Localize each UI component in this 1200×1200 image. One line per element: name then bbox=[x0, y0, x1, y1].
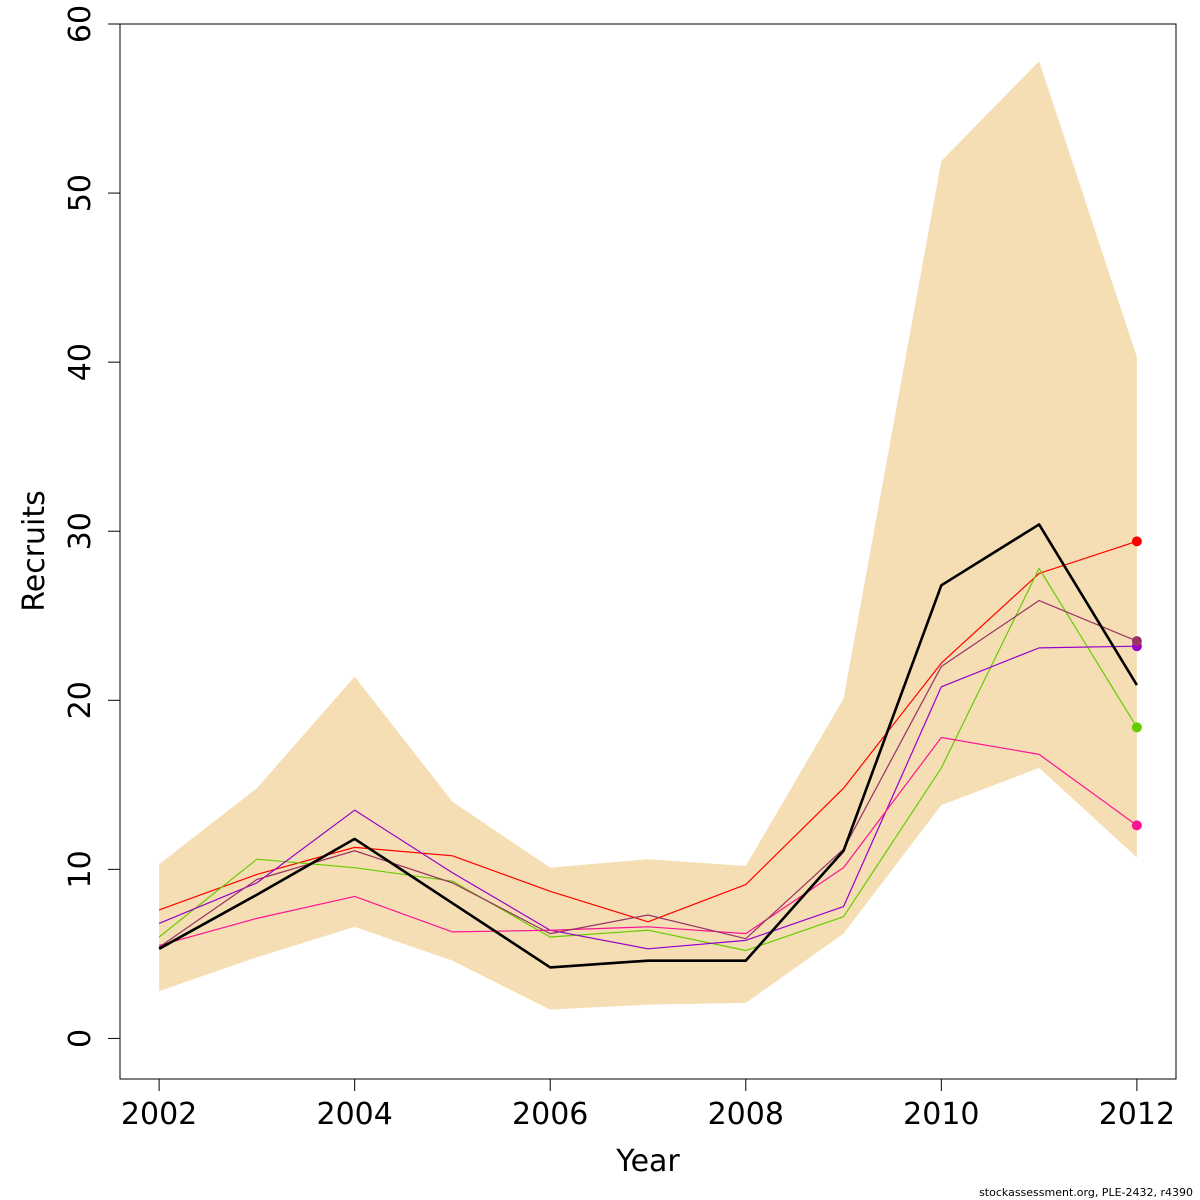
x-tick-label: 2006 bbox=[512, 1097, 588, 1132]
y-tick-label: 40 bbox=[63, 343, 98, 381]
series-endpoint-4 bbox=[1131, 820, 1142, 831]
y-tick-label: 20 bbox=[63, 681, 98, 719]
y-tick-label: 0 bbox=[63, 1029, 98, 1048]
x-tick-label: 2010 bbox=[903, 1097, 979, 1132]
x-tick-label: 2012 bbox=[1099, 1097, 1175, 1132]
y-tick-label: 60 bbox=[63, 5, 98, 43]
y-tick-label: 50 bbox=[63, 174, 98, 212]
y-tick-label: 30 bbox=[63, 512, 98, 550]
x-tick-label: 2008 bbox=[708, 1097, 784, 1132]
x-axis: 2002 2004 2006 2008 2010 2012 bbox=[121, 1078, 1175, 1132]
x-tick-label: 2002 bbox=[121, 1097, 197, 1132]
series-endpoint-1 bbox=[1131, 536, 1142, 547]
series-line-4 bbox=[158, 736, 1138, 947]
x-tick-label: 2004 bbox=[316, 1097, 392, 1132]
series-endpoint-5 bbox=[1131, 636, 1142, 647]
x-axis-title: Year bbox=[615, 1144, 680, 1179]
y-tick-label: 10 bbox=[63, 850, 98, 888]
y-axis-title: Recruits bbox=[17, 490, 52, 612]
confidence-band bbox=[159, 61, 1137, 1010]
y-axis: 0 10 20 30 40 50 60 bbox=[63, 5, 121, 1048]
series-endpoint-2 bbox=[1131, 722, 1142, 733]
series-line-6 bbox=[158, 523, 1138, 969]
credit-text: stockassessment.org, PLE-2432, r4390 bbox=[979, 1186, 1193, 1199]
series-line-5 bbox=[158, 599, 1138, 948]
series-line-2 bbox=[158, 567, 1138, 952]
series-line-3 bbox=[158, 645, 1137, 950]
